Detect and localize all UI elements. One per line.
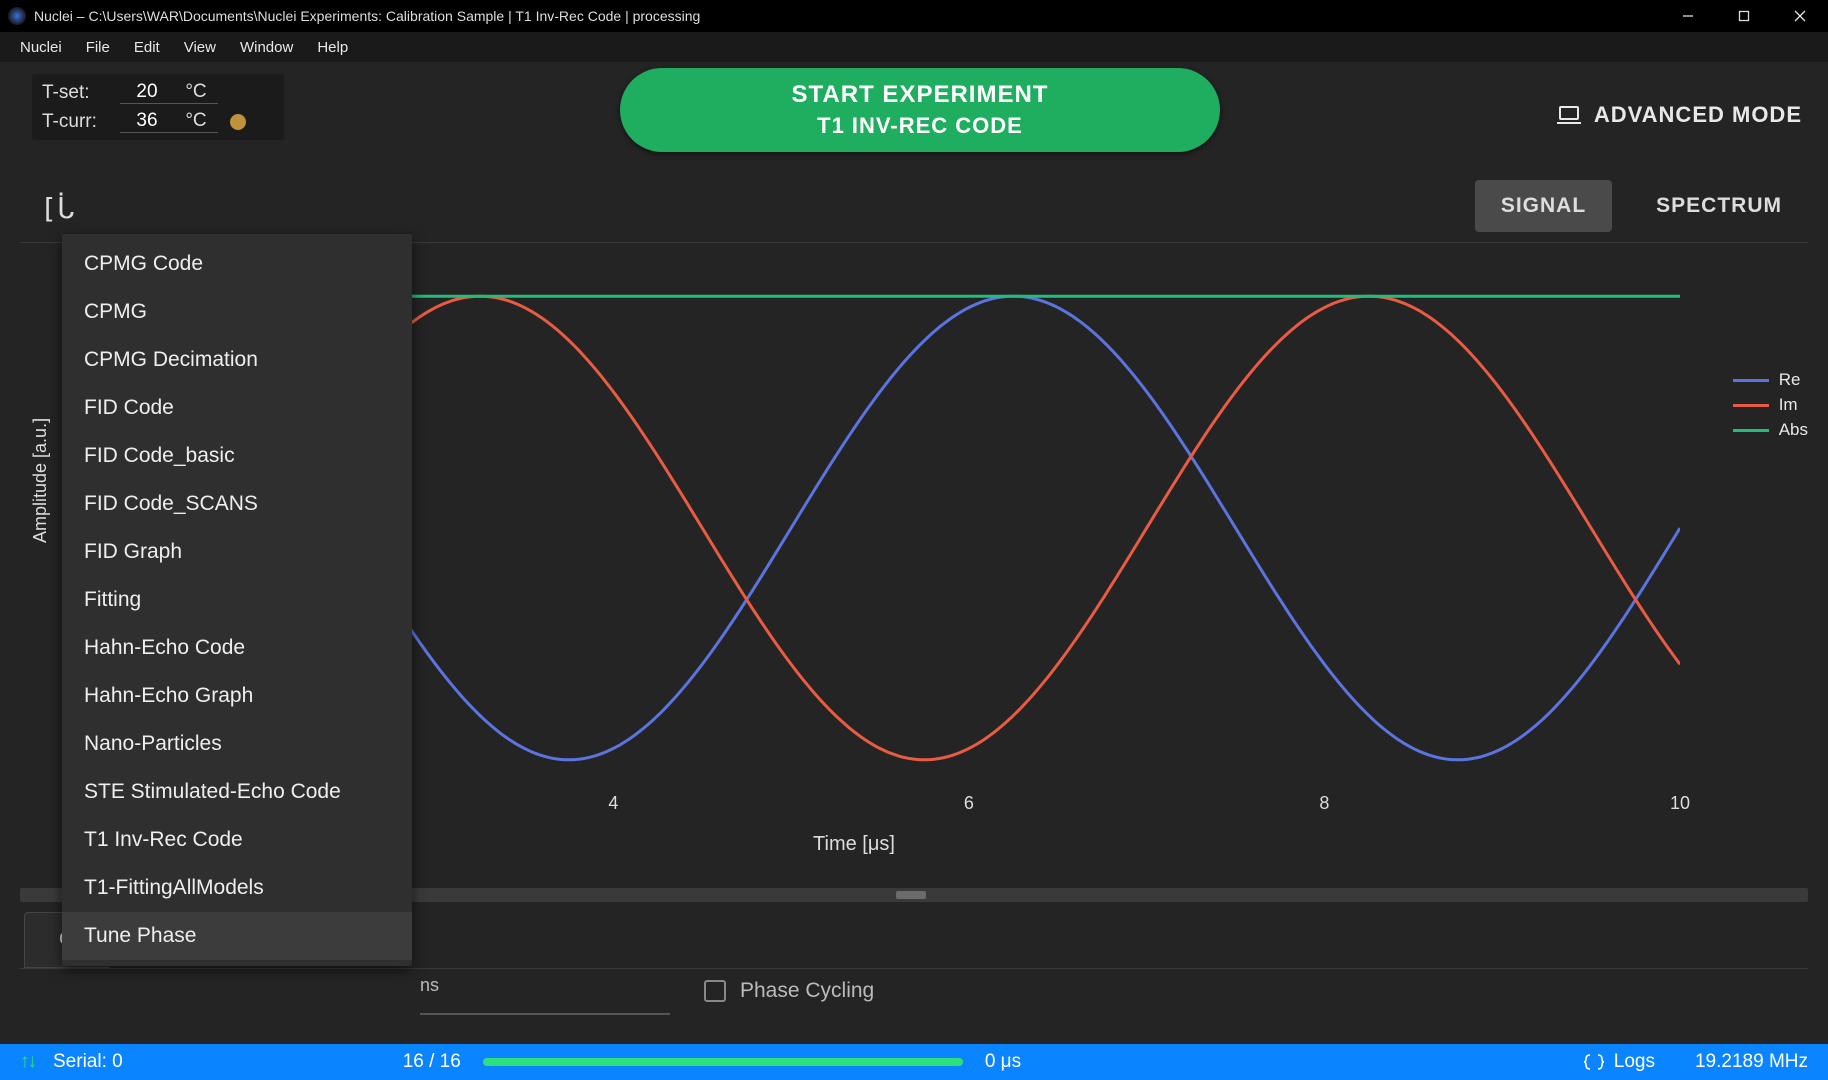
dropdown-item[interactable]: CPMG Code bbox=[62, 240, 412, 288]
statusbar: ↑↓ Serial: 0 16 / 16 0 μs Logs 19.2189 M… bbox=[0, 1044, 1828, 1080]
t-set-label: T-set: bbox=[42, 82, 120, 104]
dropdown-item[interactable]: FID Code bbox=[62, 384, 412, 432]
scrollbar-thumb[interactable] bbox=[896, 891, 926, 899]
menu-file[interactable]: File bbox=[76, 35, 120, 60]
menu-nuclei[interactable]: Nuclei bbox=[10, 35, 72, 60]
phase-cycling-label: Phase Cycling bbox=[740, 979, 874, 1003]
menu-view[interactable]: View bbox=[174, 35, 226, 60]
legend-label: Re bbox=[1779, 370, 1801, 390]
logs-label: Logs bbox=[1614, 1051, 1655, 1073]
legend-swatch bbox=[1733, 379, 1769, 382]
plot-legend: Re Im Abs bbox=[1733, 365, 1808, 445]
dropdown-item[interactable]: T1-FittingAllModels bbox=[62, 864, 412, 912]
xtick: 4 bbox=[608, 793, 618, 814]
value-input-underline[interactable] bbox=[420, 1013, 670, 1015]
serial-activity-icon: ↑↓ bbox=[20, 1051, 35, 1073]
start-line1: START EXPERIMENT bbox=[792, 81, 1049, 109]
legend-label: Abs bbox=[1779, 420, 1808, 440]
serial-status: Serial: 0 bbox=[53, 1051, 123, 1073]
menu-help[interactable]: Help bbox=[307, 35, 358, 60]
plot-view-tabs: SIGNAL SPECTRUM bbox=[1475, 180, 1808, 232]
plot-ylabel: Amplitude [a.u.] bbox=[30, 418, 51, 543]
window-title: Nuclei – C:\Users\WAR\Documents\Nuclei E… bbox=[34, 8, 700, 24]
dropdown-item[interactable]: Hahn-Echo Graph bbox=[62, 672, 412, 720]
workspace: T-set: 20 °C T-curr: 36 °C START EXPERIM… bbox=[0, 62, 1828, 1044]
laptop-icon bbox=[1556, 105, 1582, 125]
advanced-mode-label: ADVANCED MODE bbox=[1594, 102, 1802, 128]
advanced-mode-toggle[interactable]: ADVANCED MODE bbox=[1556, 102, 1802, 128]
dropdown-item[interactable]: Hahn-Echo Code bbox=[62, 624, 412, 672]
maximize-button[interactable] bbox=[1716, 0, 1772, 32]
legend-swatch bbox=[1733, 404, 1769, 407]
xtick: 10 bbox=[1670, 793, 1690, 814]
dropdown-item[interactable]: STE Stimulated-Echo Code bbox=[62, 768, 412, 816]
t-set-unit: °C bbox=[174, 81, 218, 104]
t-set-value[interactable]: 20 bbox=[120, 81, 174, 104]
xtick: 6 bbox=[964, 793, 974, 814]
dropdown-item[interactable]: Nano-Particles bbox=[62, 720, 412, 768]
temperature-panel: T-set: 20 °C T-curr: 36 °C bbox=[32, 74, 284, 140]
tab-signal[interactable]: SIGNAL bbox=[1475, 180, 1612, 232]
dropdown-item[interactable]: CPMG Decimation bbox=[62, 336, 412, 384]
start-experiment-button[interactable]: START EXPERIMENT T1 INV-REC CODE bbox=[620, 68, 1220, 152]
unit-suffix: ns bbox=[420, 975, 439, 996]
app-icon bbox=[8, 7, 26, 25]
elapsed-time: 0 μs bbox=[985, 1051, 1021, 1073]
progress-bar bbox=[483, 1058, 963, 1066]
dropdown-item[interactable]: T1 Inv-Rec Code bbox=[62, 816, 412, 864]
tab-spectrum[interactable]: SPECTRUM bbox=[1630, 180, 1808, 232]
dropdown-item[interactable]: FID Code_basic bbox=[62, 432, 412, 480]
dropdown-item[interactable]: Tune Phase bbox=[62, 912, 412, 960]
minimize-button[interactable] bbox=[1660, 0, 1716, 32]
legend-label: Im bbox=[1779, 395, 1798, 415]
legend-swatch bbox=[1733, 429, 1769, 432]
block-bracket-icon[interactable]: [ᒑ bbox=[40, 192, 74, 225]
bottom-panel: ns Phase Cycling bbox=[20, 968, 1808, 1044]
dropdown-item[interactable]: FID Graph bbox=[62, 528, 412, 576]
frequency-readout: 19.2189 MHz bbox=[1695, 1051, 1808, 1073]
t-curr-label: T-curr: bbox=[42, 111, 120, 133]
legend-entry[interactable]: Abs bbox=[1733, 420, 1808, 440]
progress-text: 16 / 16 bbox=[403, 1051, 461, 1073]
experiment-dropdown[interactable]: CPMG CodeCPMGCPMG DecimationFID CodeFID … bbox=[62, 234, 412, 966]
dropdown-item[interactable]: Fitting bbox=[62, 576, 412, 624]
phase-cycling-checkbox[interactable]: Phase Cycling bbox=[704, 979, 874, 1003]
braces-icon bbox=[1584, 1053, 1604, 1071]
logs-button[interactable]: Logs bbox=[1584, 1051, 1655, 1073]
xtick: 8 bbox=[1319, 793, 1329, 814]
t-curr-unit: °C bbox=[174, 110, 218, 133]
dropdown-item[interactable]: FID Code_SCANS bbox=[62, 480, 412, 528]
start-line2: T1 INV-REC CODE bbox=[817, 113, 1023, 139]
temperature-led-icon bbox=[230, 114, 246, 130]
legend-entry[interactable]: Re bbox=[1733, 370, 1808, 390]
menubar: NucleiFileEditViewWindowHelp bbox=[0, 32, 1828, 62]
t-curr-value: 36 bbox=[120, 110, 174, 133]
legend-entry[interactable]: Im bbox=[1733, 395, 1808, 415]
window-titlebar: Nuclei – C:\Users\WAR\Documents\Nuclei E… bbox=[0, 0, 1828, 32]
close-button[interactable] bbox=[1772, 0, 1828, 32]
dropdown-item[interactable]: CPMG bbox=[62, 288, 412, 336]
menu-edit[interactable]: Edit bbox=[124, 35, 170, 60]
checkbox-box-icon bbox=[704, 980, 726, 1002]
menu-window[interactable]: Window bbox=[230, 35, 303, 60]
